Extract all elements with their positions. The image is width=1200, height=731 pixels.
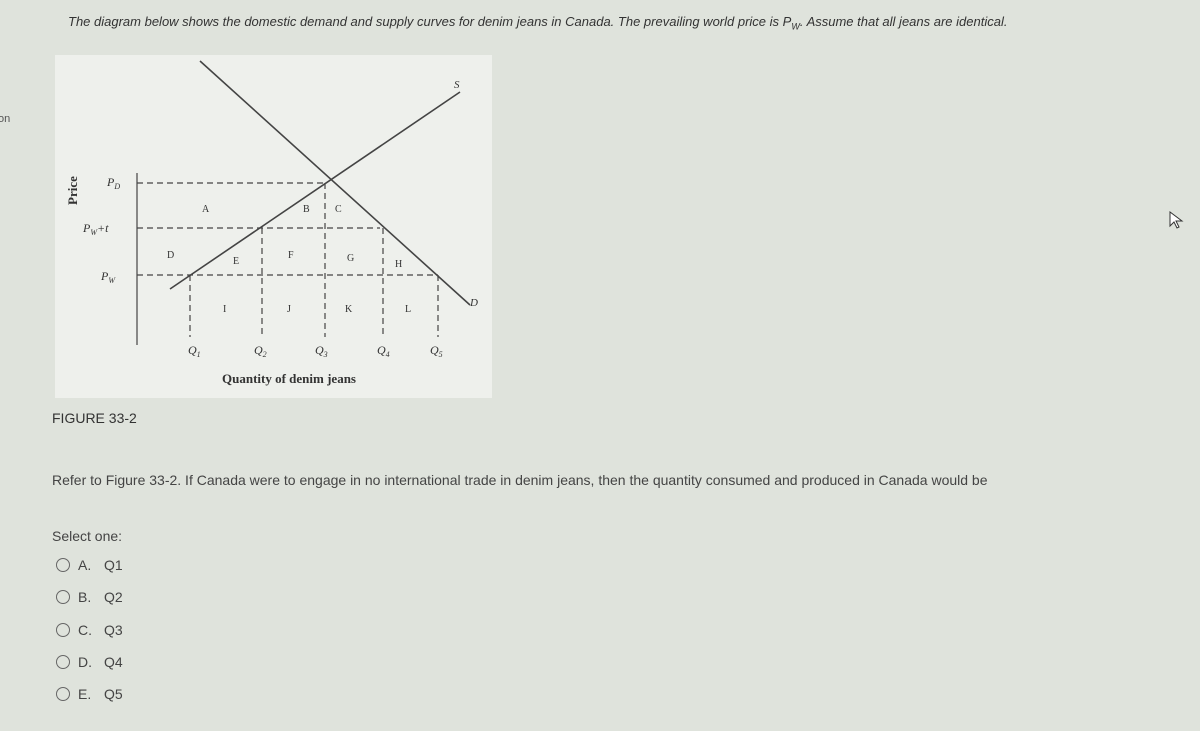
symbol: P	[82, 221, 91, 235]
subscript: 1	[197, 350, 201, 359]
area-label: K	[345, 304, 353, 315]
option-letter: C.	[78, 621, 92, 638]
area-label: D	[167, 250, 174, 261]
select-prompt: Select one:	[52, 528, 123, 544]
area-label: H	[395, 259, 402, 270]
supply-label: S	[454, 79, 460, 91]
subscript: 4	[386, 350, 390, 359]
symbol: Q	[315, 343, 324, 357]
radio[interactable]	[56, 687, 70, 702]
subscript: W	[108, 276, 116, 285]
subscript: W	[791, 21, 800, 32]
option-letter: E.	[78, 686, 92, 703]
y-axis-label: Price	[65, 176, 80, 205]
subscript: 3	[323, 350, 328, 359]
area-label: I	[223, 304, 226, 315]
area-label: F	[288, 250, 294, 261]
option-letter: D.	[78, 653, 92, 670]
option[interactable]: B. Q2	[56, 589, 123, 605]
quantity-label: Q1	[188, 343, 201, 359]
option[interactable]: D. Q4	[56, 654, 123, 670]
price-label: PW	[100, 269, 116, 285]
subscript: 5	[439, 350, 443, 359]
figure-panel	[55, 55, 492, 398]
area-label: J	[287, 304, 291, 315]
area-label: B	[303, 204, 310, 215]
symbol: Q	[377, 343, 386, 357]
quantity-label: Q2	[254, 343, 267, 359]
option-text: Q1	[104, 557, 123, 573]
figure-caption: FIGURE 33-2	[52, 410, 137, 426]
radio[interactable]	[56, 558, 70, 572]
price-label: PD	[106, 175, 120, 191]
subscript: D	[113, 182, 120, 191]
option-text: Q2	[104, 589, 123, 606]
option-letter: A.	[78, 557, 92, 573]
demand-label: D	[469, 297, 478, 309]
subscript: W	[90, 228, 98, 237]
radio[interactable]	[56, 622, 70, 637]
symbol: P	[100, 269, 109, 283]
quantity-label: Q3	[315, 343, 328, 359]
cursor-icon	[1169, 211, 1184, 229]
area-label: A	[202, 204, 210, 215]
area-label: L	[405, 304, 411, 315]
symbol: P	[782, 14, 792, 29]
symbol: Q	[254, 343, 263, 357]
intro-text: . Assume that all jeans are identical.	[799, 14, 1008, 29]
area-label: E	[233, 256, 239, 267]
option[interactable]: A. Q1	[56, 557, 123, 573]
radio[interactable]	[56, 654, 70, 669]
price-label: PW+t	[82, 221, 109, 237]
quantity-label: Q4	[377, 343, 390, 359]
suffix: +t	[97, 221, 109, 235]
area-label: G	[347, 253, 354, 264]
quantity-label: Q5	[430, 343, 443, 359]
x-axis-label: Quantity of denim jeans	[222, 371, 356, 386]
edge-text: on	[0, 113, 11, 125]
symbol: P	[106, 175, 115, 189]
area-label: C	[335, 204, 342, 215]
symbol: Q	[430, 343, 439, 357]
intro-text: The diagram below shows the domestic dem…	[68, 14, 783, 29]
option[interactable]: C. Q3	[56, 622, 123, 638]
question: Refer to Figure 33-2. If Canada were to …	[52, 472, 988, 488]
option-text: Q5	[104, 686, 123, 703]
supply-curve	[169, 91, 461, 290]
symbol: Q	[188, 343, 197, 357]
demand-curve	[199, 60, 471, 306]
radio[interactable]	[56, 590, 70, 605]
subscript: 2	[263, 350, 267, 359]
option-text: Q4	[104, 653, 123, 670]
option-text: Q3	[104, 621, 123, 638]
option[interactable]: E. Q5	[56, 686, 123, 702]
option-letter: B.	[78, 589, 92, 606]
intro: The diagram below shows the domestic dem…	[68, 14, 1007, 32]
